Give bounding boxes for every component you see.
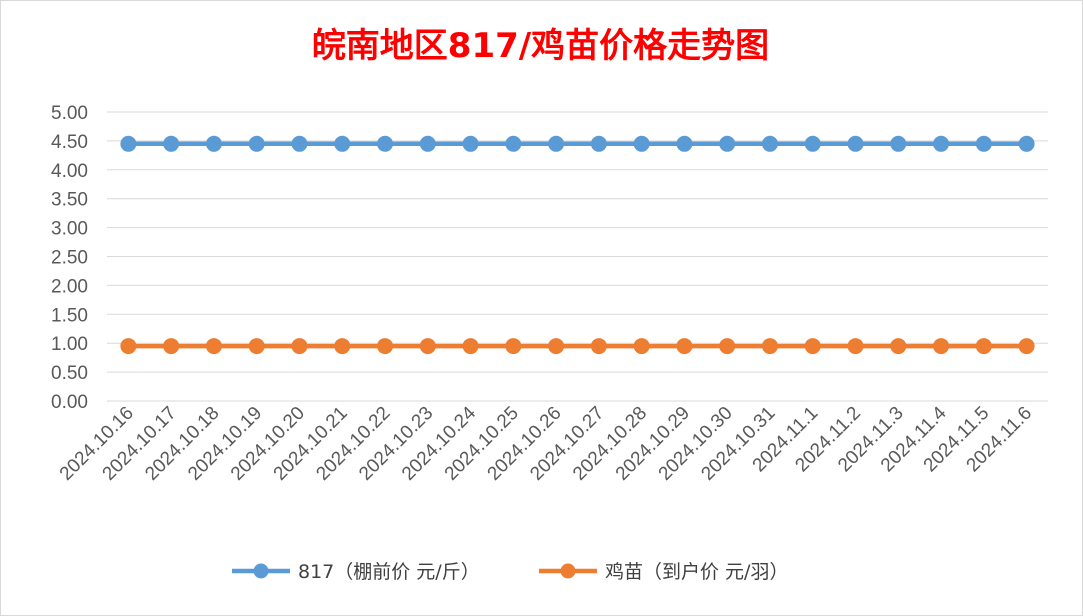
data-point [163,135,180,152]
data-point [847,135,864,152]
data-point [205,338,222,355]
data-point [419,135,436,152]
data-point [120,338,137,355]
data-point [248,135,265,152]
data-point [719,338,736,355]
data-point [334,338,351,355]
y-tick-label: 1.00 [51,334,88,355]
data-point [120,135,137,152]
data-point [975,338,992,355]
data-point [548,135,565,152]
data-point [419,338,436,355]
y-tick-label: 5.00 [51,103,88,124]
data-point [205,135,222,152]
y-tick-label: 0.50 [51,363,88,384]
data-point [1018,338,1035,355]
data-point [676,338,693,355]
data-point [719,135,736,152]
data-point [804,338,821,355]
y-tick-label: 0.00 [51,392,88,413]
y-tick-label: 4.50 [51,132,88,153]
data-point [505,135,522,152]
y-tick-label: 2.00 [51,276,88,297]
data-point [548,338,565,355]
legend-label: 817（棚前价 元/斤） [298,561,480,583]
data-point [334,135,351,152]
data-point [590,338,607,355]
data-point [291,135,308,152]
data-point [890,338,907,355]
data-point [377,135,394,152]
data-point [590,135,607,152]
y-tick-label: 3.50 [51,190,88,211]
data-point [633,135,650,152]
data-point [933,135,950,152]
data-point [633,338,650,355]
data-point [291,338,308,355]
legend-swatch-marker [560,563,576,579]
data-point [847,338,864,355]
y-tick-label: 2.50 [51,248,88,269]
y-tick-label: 1.50 [51,305,88,326]
y-tick-label: 3.00 [51,219,88,240]
data-point [676,135,693,152]
y-tick-label: 4.00 [51,161,88,182]
data-point [377,338,394,355]
data-point [163,338,180,355]
data-point [462,338,479,355]
data-point [804,135,821,152]
data-point [462,135,479,152]
chart-title: 皖南地区817/鸡苗价格走势图 [311,26,770,66]
legend-swatch-marker [253,563,269,579]
data-point [761,135,778,152]
data-point [505,338,522,355]
data-point [890,135,907,152]
data-point [248,338,265,355]
data-point [975,135,992,152]
data-point [761,338,778,355]
data-point [933,338,950,355]
legend-label: 鸡苗（到户价 元/羽） [605,561,788,583]
data-point [1018,135,1035,152]
